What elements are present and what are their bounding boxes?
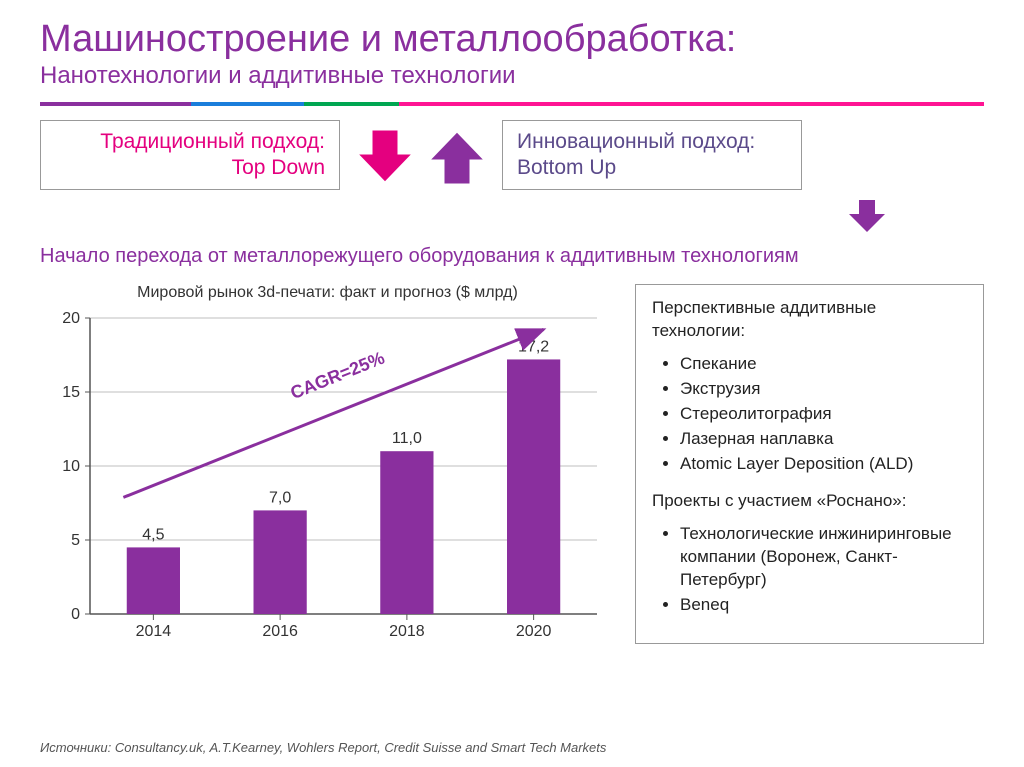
- list-item: Beneq: [680, 594, 967, 617]
- svg-text:CAGR=25%: CAGR=25%: [288, 348, 388, 404]
- approach-traditional: Традиционный подход: Top Down: [40, 120, 340, 191]
- svg-text:2016: 2016: [262, 623, 298, 640]
- svg-text:10: 10: [62, 458, 80, 475]
- svg-text:7,0: 7,0: [269, 490, 291, 507]
- arrow-up-icon: [424, 124, 490, 190]
- approach-innovative-line2: Bottom Up: [517, 155, 787, 181]
- approach-traditional-line1: Традиционный подход:: [55, 129, 325, 155]
- arrows-mid: [352, 120, 490, 190]
- svg-text:0: 0: [71, 606, 80, 623]
- svg-text:11,0: 11,0: [392, 431, 422, 448]
- list-item: Лазерная наплавка: [680, 428, 967, 451]
- list-item: Технологические инжиниринговые компании …: [680, 523, 967, 592]
- svg-text:2018: 2018: [389, 623, 425, 640]
- svg-text:5: 5: [71, 532, 80, 549]
- approach-innovative: Инновационный подход: Bottom Up: [502, 120, 802, 191]
- svg-text:2020: 2020: [516, 623, 552, 640]
- side-panel: Перспективные аддитивные технологии: Спе…: [635, 284, 984, 643]
- page-subtitle: Нанотехнологии и аддитивные технологии: [40, 62, 984, 90]
- approach-traditional-line2: Top Down: [55, 155, 325, 181]
- approach-innovative-line1: Инновационный подход:: [517, 129, 787, 155]
- svg-text:2014: 2014: [136, 623, 172, 640]
- divider-rule: [40, 102, 984, 106]
- transition-text: Начало перехода от металлорежущего обору…: [40, 245, 984, 268]
- svg-text:17,2: 17,2: [518, 339, 549, 356]
- page-title: Машиностроение и металлообработка:: [40, 20, 984, 60]
- approach-row: Традиционный подход: Top Down Инновацион…: [40, 120, 984, 191]
- bar-chart: Мировой рынок 3d-печати: факт и прогноз …: [40, 284, 615, 648]
- list-item: Стереолитография: [680, 403, 967, 426]
- chart-title: Мировой рынок 3d-печати: факт и прогноз …: [40, 284, 615, 302]
- sidebar-heading-1: Перспективные аддитивные технологии:: [652, 297, 967, 343]
- svg-text:15: 15: [62, 384, 80, 401]
- list-item: Спекание: [680, 353, 967, 376]
- footer-sources: Источники: Consultancy.uk, A.T.Kearney, …: [40, 740, 606, 755]
- list-item: Экструзия: [680, 378, 967, 401]
- sidebar-list-1: СпеканиеЭкструзияСтереолитографияЛазерна…: [652, 353, 967, 476]
- arrow-down-icon: [352, 124, 418, 190]
- chart-canvas: 0 5 10 15 20 4,5 2014 7,0 2016 11,0 2018 17,2 2020 CA…: [40, 308, 615, 648]
- list-item: Atomic Layer Deposition (ALD): [680, 453, 967, 476]
- svg-text:20: 20: [62, 310, 80, 327]
- sidebar-list-2: Технологические инжиниринговые компании …: [652, 523, 967, 617]
- svg-text:4,5: 4,5: [142, 527, 164, 544]
- sidebar-heading-2: Проекты с участием «Роснано»:: [652, 490, 967, 513]
- arrow-down-small-icon: [847, 198, 887, 234]
